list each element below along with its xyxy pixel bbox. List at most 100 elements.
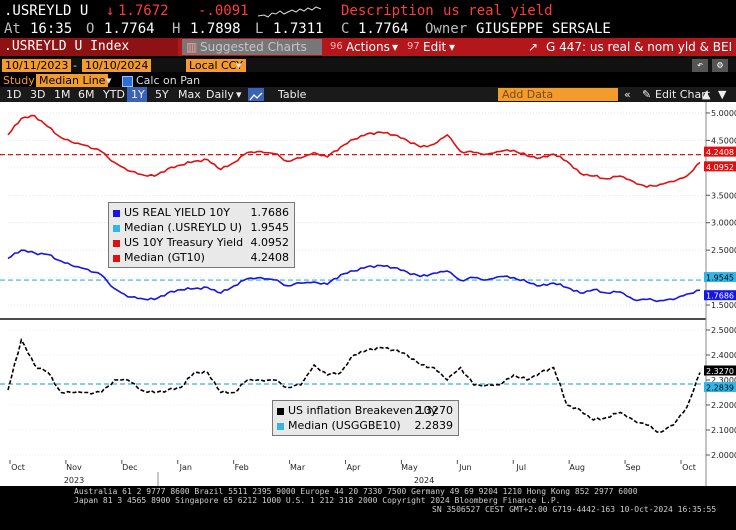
range-max[interactable]: Max [178, 88, 201, 101]
edit-chart-icon[interactable]: ✎ [642, 88, 652, 101]
close-value: 1.7764 [358, 21, 409, 37]
latest-median-real-bg [704, 272, 736, 283]
y-tick-label: 2.4000 [711, 351, 736, 360]
x-year-label: 2023 [64, 476, 84, 485]
calc-on-pan-checkbox[interactable] [122, 76, 133, 87]
owner-value: GIUSEPPE SERSALE [476, 21, 611, 37]
x-tick-label: Aug [569, 463, 585, 472]
legend-label: Median (.USREYLD U) [124, 221, 243, 234]
latest-breakeven: 2.3270 [706, 367, 734, 376]
settings-icon[interactable]: ⚙ [712, 59, 728, 72]
frequency-select[interactable]: Daily [206, 88, 234, 101]
table-button[interactable]: Table [278, 88, 307, 101]
currency-chevron-icon[interactable]: ▾ [236, 59, 242, 72]
at-label: At [4, 21, 21, 37]
x-tick-label: Jul [515, 463, 526, 472]
latest-treasury-bg [704, 161, 736, 172]
real-yield-line [7, 249, 701, 303]
latest-treasury: 4.0952 [706, 163, 734, 172]
edit-chevron-icon[interactable]: ▾ [449, 40, 456, 54]
legend-value: 1.7686 [250, 206, 290, 219]
legend-item-median-bei: Median (USGGBE10) 2.2839 [277, 418, 453, 433]
range-1d[interactable]: 1D [6, 88, 22, 101]
range-6m[interactable]: 6M [78, 88, 95, 101]
legend-swatch-median-real [113, 224, 120, 232]
calc-on-pan-label: Calc on Pan [136, 74, 201, 87]
start-date-field[interactable]: 10/11/2023 [2, 59, 72, 72]
low-value: 1.7311 [273, 21, 324, 37]
frequency-chevron-icon[interactable]: ▾ [236, 88, 242, 101]
x-tick-label: Jan [179, 463, 192, 472]
latest-median-bei: 2.2839 [706, 384, 734, 393]
x-tick-label: Dec [122, 463, 137, 472]
high-value: 1.7898 [190, 21, 241, 37]
chart-settings-icon[interactable]: ↗ [528, 40, 539, 54]
y-tick-label: 2.1000 [711, 426, 736, 435]
lower-legend[interactable]: US inflation Breakeven 10y 2.3270 Median… [272, 400, 459, 436]
x-tick-label: Oct [682, 463, 696, 472]
low-label: L [255, 21, 264, 37]
treasury-yield-line [7, 114, 701, 189]
description-label: Description [341, 3, 434, 19]
range-3d[interactable]: 3D [30, 88, 46, 101]
y-tick-label: 4.5000 [711, 136, 736, 145]
price-change: -.0091 [198, 3, 249, 19]
suggested-charts-label: Suggested Charts [200, 40, 307, 54]
at-time: 16:35 [30, 21, 73, 37]
range-5y[interactable]: 5Y [155, 88, 169, 101]
edit-chart-button[interactable]: Edit Chart [655, 88, 711, 101]
down-arrow-nav-icon[interactable]: ▼ [718, 88, 727, 101]
actions-chevron-icon[interactable]: ▾ [392, 40, 399, 54]
currency-select[interactable]: Local CCY [186, 59, 246, 72]
legend-label: Median (GT10) [124, 251, 205, 264]
footer-line-3: SN 3506527 CEST GMT+2:00 G719-4442-163 1… [432, 505, 717, 514]
x-tick-label: Oct [11, 463, 25, 472]
edit-menu[interactable]: Edit [423, 40, 447, 54]
sparkline-icon [258, 6, 322, 18]
actions-menu[interactable]: Actions [346, 40, 390, 54]
y-tick-label: 3.0000 [711, 219, 736, 228]
undo-icon[interactable]: ↶ [692, 59, 708, 72]
legend-label: US REAL YIELD 10Y [124, 206, 230, 219]
collapse-icon[interactable]: « [624, 88, 631, 101]
y-tick-label: 3.5000 [711, 191, 736, 200]
upper-legend[interactable]: US REAL YIELD 10Y 1.7686 Median (.USREYL… [108, 202, 295, 268]
study-chevron-icon[interactable]: ▾ [106, 74, 112, 87]
legend-swatch-breakeven [277, 407, 284, 415]
x-tick-label: Mar [290, 463, 306, 472]
actions-num: 96 [330, 41, 343, 52]
y-tick-label: 2.5000 [711, 246, 736, 255]
x-year-label: 2024 [414, 476, 434, 485]
chart-area: 1.50002.00002.50003.00003.50004.00004.50… [0, 102, 736, 486]
range-1y-active-bg [127, 87, 147, 102]
x-tick-label: Feb [235, 463, 249, 472]
description-value: us real yield [443, 3, 553, 19]
date-separator: - [73, 59, 77, 72]
legend-label: US 10Y Treasury Yield [124, 236, 244, 249]
chart-title: G 447: us real & nom yld & BEI [546, 40, 733, 54]
legend-value: 4.2408 [250, 251, 290, 264]
index-box[interactable] [0, 38, 178, 56]
study-select[interactable]: Median Line [36, 74, 109, 87]
footer-line-1: Australia 61 2 9777 8600 Brazil 5511 239… [74, 487, 638, 496]
up-arrow-icon[interactable]: ▲ [702, 88, 711, 101]
legend-item-median-gt10: Median (GT10) 4.2408 [113, 250, 289, 265]
end-date-field[interactable]: 10/10/2024 [82, 59, 152, 72]
last-price: 1.7672 [118, 3, 169, 19]
latest-median-real: 1.9545 [706, 274, 734, 283]
suggested-charts-button[interactable] [182, 39, 322, 55]
range-1y[interactable]: 1Y [131, 88, 145, 101]
legend-value: 4.0952 [250, 236, 290, 249]
legend-label: US inflation Breakeven 10y [288, 404, 438, 417]
legend-item-treasury: US 10Y Treasury Yield 4.0952 [113, 235, 289, 250]
latest-real-yield-bg [704, 290, 736, 301]
y-tick-label: 1.5000 [711, 301, 736, 310]
range-1m[interactable]: 1M [54, 88, 71, 101]
owner-label: Owner [425, 21, 468, 37]
range-ytd[interactable]: YTD [103, 88, 125, 101]
line-chart-icon[interactable] [248, 88, 264, 101]
latest-median-gt10: 4.2408 [706, 148, 734, 157]
footer-line-2: Japan 81 3 4565 8900 Singapore 65 6212 1… [74, 496, 561, 505]
add-data-input[interactable] [498, 88, 618, 101]
latest-breakeven-bg [704, 365, 736, 376]
